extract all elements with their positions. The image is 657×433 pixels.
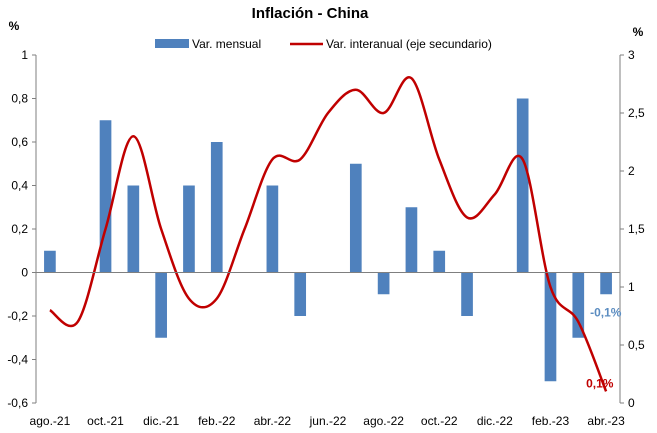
x-tick-label: oct.-21 <box>87 414 124 428</box>
bar-jul.-22 <box>349 163 362 273</box>
bar-nov.-21 <box>127 185 140 273</box>
left-tick-label: 0 <box>21 266 28 280</box>
bar-dic.-21 <box>155 272 167 338</box>
left-tick-label: -0,4 <box>7 353 28 367</box>
x-tick-label: feb.-22 <box>198 414 236 428</box>
left-tick-label: 0,4 <box>11 179 28 193</box>
x-tick-label: jun.-22 <box>309 414 347 428</box>
annual-line <box>49 76 608 392</box>
right-tick-label: 0 <box>628 396 635 410</box>
x-tick-label: oct.-22 <box>421 414 458 428</box>
legend-swatch-monthly <box>155 39 189 48</box>
legend: Var. mensual Var. interanual (eje secund… <box>155 37 492 51</box>
x-axis-labels: ago.-21 oct.-21 dic.-21 feb.-22 abr.-22 jun.-… <box>30 414 626 428</box>
left-axis-unit: % <box>9 19 20 33</box>
right-tick-label: 2,5 <box>628 106 645 120</box>
x-tick-label: abr.-22 <box>254 414 292 428</box>
bar-abr.-22 <box>266 185 279 273</box>
legend-label-monthly: Var. mensual <box>192 37 261 51</box>
left-tick-label: 0,8 <box>11 92 28 106</box>
bar-may.-22 <box>294 272 307 316</box>
monthly-bars <box>44 98 612 382</box>
right-tick-label: 3 <box>628 48 635 62</box>
bar-ago.-21 <box>44 250 56 273</box>
left-tick-label: -0,6 <box>7 396 28 410</box>
x-tick-label: ago.-21 <box>30 414 71 428</box>
bar-sep.-22 <box>405 207 418 273</box>
x-tick-label: ago.-22 <box>363 414 404 428</box>
annotation-label: 0,1% <box>586 376 614 390</box>
legend-label-annual: Var. interanual (eje secundario) <box>326 37 492 51</box>
right-axis: 0 0,5 1 1,5 2 2,5 3 <box>620 48 645 410</box>
bar-nov.-22 <box>461 272 473 316</box>
left-axis: -0,6 -0,4 -0,2 0 0,2 0,4 0,6 0,8 1 <box>7 48 36 410</box>
bar-feb.-22 <box>210 142 223 273</box>
right-tick-label: 1 <box>628 280 635 294</box>
bar-ene.-23 <box>516 98 529 273</box>
right-tick-label: 1,5 <box>628 222 645 236</box>
annotations: -0,1% 0,1% <box>586 305 622 390</box>
x-tick-label: dic.-22 <box>477 414 513 428</box>
left-tick-label: -0,2 <box>7 309 28 323</box>
chart-title: Inflación - China <box>252 5 369 22</box>
bar-mar.-23 <box>572 272 585 338</box>
left-tick-label: 0,6 <box>11 135 28 149</box>
x-tick-label: dic.-21 <box>143 414 179 428</box>
right-tick-label: 2 <box>628 164 635 178</box>
left-tick-label: 1 <box>21 48 28 62</box>
left-tick-label: 0,2 <box>11 222 28 236</box>
bar-feb.-23 <box>544 272 557 382</box>
annotation-label: -0,1% <box>590 305 622 319</box>
bar-oct.-22 <box>433 250 446 273</box>
right-tick-label: 0,5 <box>628 338 645 352</box>
x-tick-label: abr.-23 <box>587 414 625 428</box>
bar-ago.-22 <box>377 272 390 295</box>
bar-oct.-21 <box>99 120 112 273</box>
bar-ene.-22 <box>183 185 195 273</box>
x-tick-label: feb.-23 <box>532 414 570 428</box>
right-axis-unit: % <box>633 25 644 39</box>
bar-abr.-23 <box>600 272 612 295</box>
